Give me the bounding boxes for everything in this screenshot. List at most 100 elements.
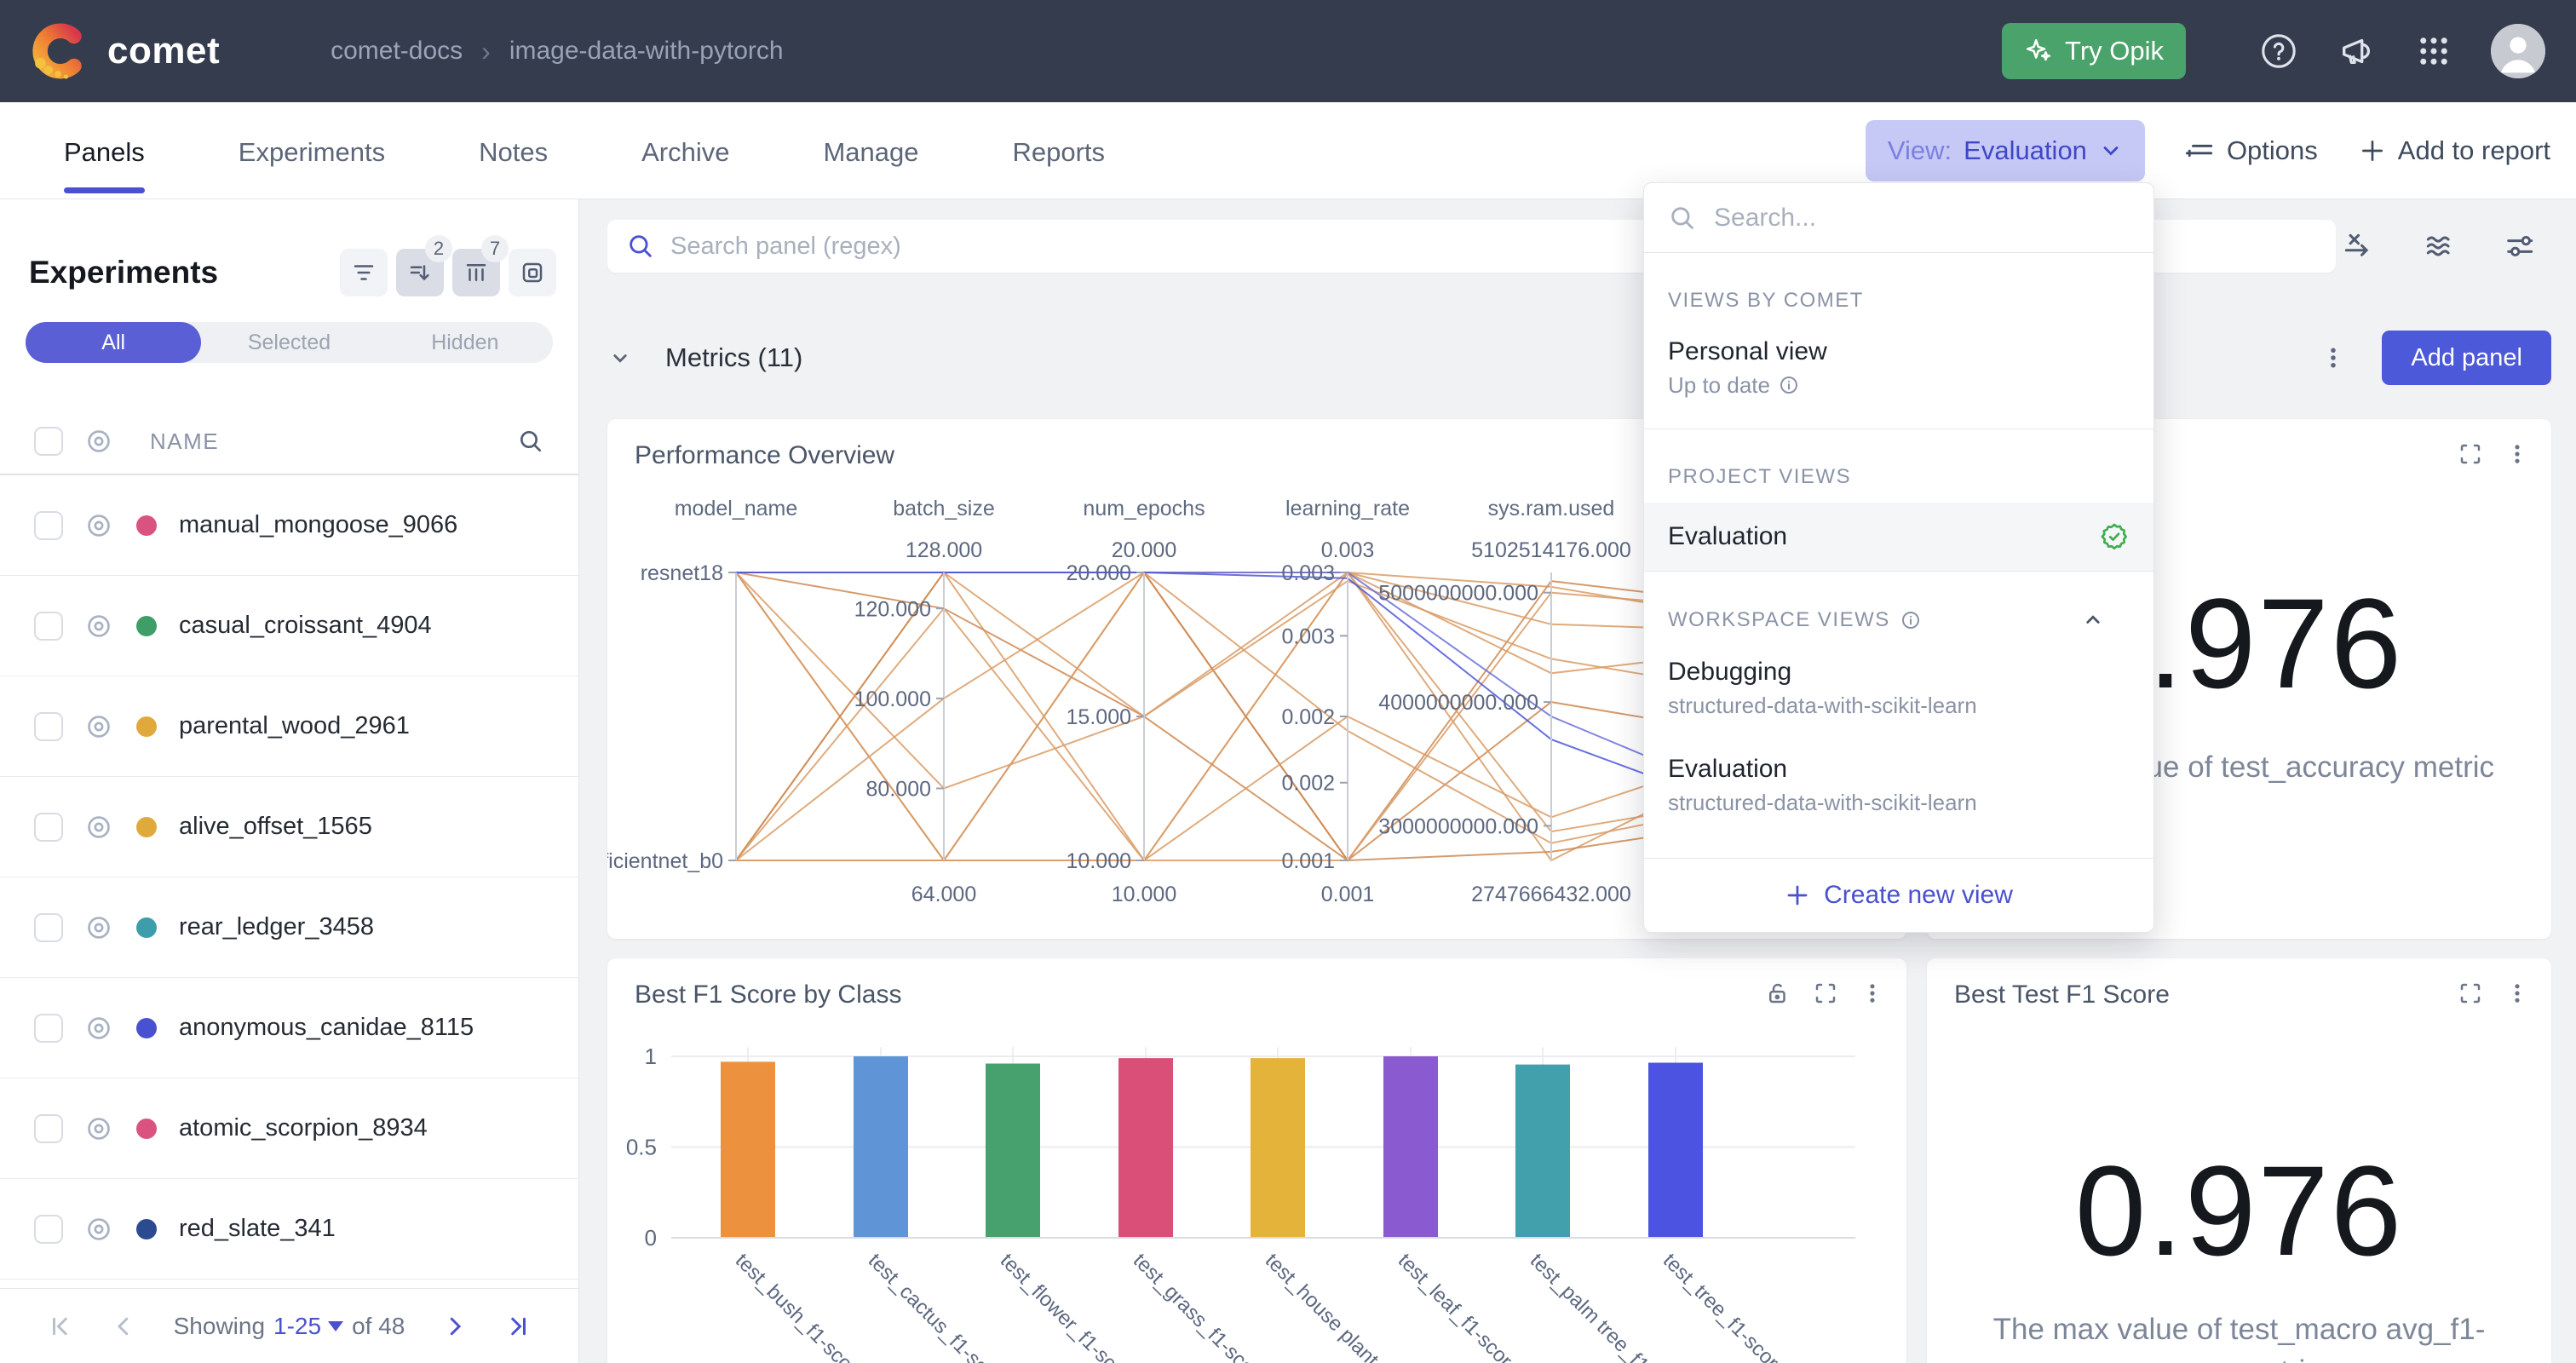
search-experiments-icon[interactable] xyxy=(517,428,544,455)
experiment-name[interactable]: parental_wood_2961 xyxy=(179,712,410,739)
experiment-row[interactable]: red_slate_341 xyxy=(0,1179,578,1280)
svg-text:0.003: 0.003 xyxy=(1281,624,1335,648)
experiment-row[interactable]: rear_ledger_3458 xyxy=(0,877,578,978)
visibility-icon[interactable] xyxy=(85,713,112,740)
info-icon xyxy=(1900,610,1921,630)
select-all-checkbox[interactable] xyxy=(34,427,63,456)
visibility-all-icon[interactable] xyxy=(85,428,112,455)
view-search-input[interactable] xyxy=(1714,203,2130,233)
name-column-header: NAME xyxy=(150,428,220,454)
experiment-row[interactable]: parental_wood_2961 xyxy=(0,676,578,777)
view-item-personal[interactable]: Personal view Up to date xyxy=(1644,336,2153,400)
experiment-checkbox[interactable] xyxy=(34,912,63,942)
segment-selected[interactable]: Selected xyxy=(247,331,331,354)
experiment-name[interactable]: casual_croissant_4904 xyxy=(179,612,432,639)
parallel-coordinates-chart[interactable]: model_name resnet18 efficientnet_b0 batch_s… xyxy=(607,419,1906,939)
panel-menu-icon[interactable] xyxy=(2505,442,2529,466)
experiment-name[interactable]: anonymous_canidae_8115 xyxy=(179,1014,474,1041)
group-button[interactable] xyxy=(509,249,556,296)
unlock-icon[interactable] xyxy=(1765,981,1791,1006)
svg-text:5102514176.000: 5102514176.000 xyxy=(1471,538,1631,562)
tab-reports[interactable]: Reports xyxy=(1012,136,1106,167)
collapse-workspace-icon[interactable] xyxy=(2080,607,2106,633)
experiment-name[interactable]: rear_ledger_3458 xyxy=(179,913,374,940)
comet-logo[interactable]: comet xyxy=(26,19,220,83)
experiment-row[interactable]: alive_offset_1565 xyxy=(0,777,578,877)
visibility-icon[interactable] xyxy=(85,1216,112,1243)
next-page-icon[interactable] xyxy=(442,1314,468,1339)
experiment-checkbox[interactable] xyxy=(34,1013,63,1043)
tab-archive[interactable]: Archive xyxy=(641,136,730,167)
apps-grid-icon[interactable] xyxy=(2416,33,2452,69)
view-item-evaluation-selected[interactable]: Evaluation xyxy=(1644,503,2153,571)
experiment-checkbox[interactable] xyxy=(34,510,63,540)
total-label: of 48 xyxy=(352,1312,405,1339)
experiment-name[interactable]: atomic_scorpion_8934 xyxy=(179,1114,428,1142)
view-item-title: Debugging xyxy=(1668,658,1792,686)
page-range-dropdown[interactable]: 1-25 xyxy=(273,1313,344,1340)
add-panel-button[interactable]: Add panel xyxy=(2382,331,2551,385)
view-selector-button[interactable]: View: Evaluation xyxy=(1865,119,2145,181)
expand-icon[interactable] xyxy=(2458,441,2483,467)
user-avatar[interactable] xyxy=(2491,24,2545,78)
tab-notes[interactable]: Notes xyxy=(479,136,549,167)
first-page-icon[interactable] xyxy=(48,1314,73,1339)
experiment-name[interactable]: manual_mongoose_9066 xyxy=(179,511,458,538)
experiment-row[interactable]: casual_croissant_4904 xyxy=(0,576,578,676)
view-selector-dropdown: VIEWS BY COMET Personal view Up to date … xyxy=(1643,182,2154,933)
options-button[interactable]: Options xyxy=(2185,135,2318,166)
visibility-icon[interactable] xyxy=(85,1015,112,1042)
tab-experiments[interactable]: Experiments xyxy=(238,136,386,167)
experiment-name[interactable]: alive_offset_1565 xyxy=(179,813,372,840)
tab-manage[interactable]: Manage xyxy=(823,136,919,167)
visibility-icon[interactable] xyxy=(85,814,112,841)
add-to-report-button[interactable]: Add to report xyxy=(2359,135,2550,166)
try-opik-button[interactable]: Try Opik xyxy=(2002,23,2186,79)
experiment-checkbox[interactable] xyxy=(34,711,63,741)
visibility-icon[interactable] xyxy=(85,914,112,941)
experiment-row[interactable]: anonymous_canidae_8115 xyxy=(0,978,578,1078)
experiment-row[interactable]: manual_mongoose_9066 xyxy=(0,475,578,576)
experiment-checkbox[interactable] xyxy=(34,1113,63,1143)
last-page-icon[interactable] xyxy=(505,1314,531,1339)
experiment-checkbox[interactable] xyxy=(34,1214,63,1244)
svg-text:10.000: 10.000 xyxy=(1112,883,1176,906)
breadcrumb-page[interactable]: image-data-with-pytorch xyxy=(509,37,784,65)
visibility-icon[interactable] xyxy=(85,1115,112,1142)
svg-text:15.000: 15.000 xyxy=(1067,705,1131,729)
sort-button[interactable]: 2 xyxy=(396,235,452,296)
create-new-view-button[interactable]: Create new view xyxy=(1644,859,2153,932)
help-icon[interactable] xyxy=(2259,32,2298,71)
transform-x-icon[interactable] xyxy=(2341,230,2373,262)
experiment-checkbox[interactable] xyxy=(34,812,63,842)
panel-menu-icon[interactable] xyxy=(1860,981,1884,1005)
experiment-name[interactable]: red_slate_341 xyxy=(179,1215,336,1242)
experiment-checkbox[interactable] xyxy=(34,611,63,641)
panel-menu-icon[interactable] xyxy=(2505,981,2529,1005)
svg-text:80.000: 80.000 xyxy=(866,778,931,802)
view-item-debugging[interactable]: Debugging structured-data-with-scikit-le… xyxy=(1644,657,2153,720)
panels-grid: Performance Overview model_name resnet18 e… xyxy=(607,419,2551,1363)
panel-settings-icon[interactable] xyxy=(2504,230,2537,262)
expand-icon[interactable] xyxy=(1813,981,1838,1006)
visibility-icon[interactable] xyxy=(85,512,112,539)
smoothing-icon[interactable] xyxy=(2423,230,2455,262)
experiment-row[interactable]: atomic_scorpion_8934 xyxy=(0,1078,578,1179)
f1-bar-chart[interactable]: 0 0.5 1 test_bush_f1-score test_cactus_f1-sc… xyxy=(607,958,1906,1363)
collapse-section-icon[interactable] xyxy=(607,345,633,371)
view-item-evaluation-ws[interactable]: Evaluation structured-data-with-scikit-l… xyxy=(1644,754,2153,817)
expand-icon[interactable] xyxy=(2458,981,2483,1006)
columns-button[interactable]: 7 xyxy=(452,235,509,296)
view-search[interactable] xyxy=(1644,183,2153,253)
breadcrumb-project[interactable]: comet-docs xyxy=(331,37,463,65)
section-menu-icon[interactable] xyxy=(2320,345,2346,371)
announcements-icon[interactable] xyxy=(2337,32,2377,71)
tab-panels[interactable]: Panels xyxy=(64,108,145,193)
prev-page-icon[interactable] xyxy=(111,1314,136,1339)
segment-all[interactable]: All xyxy=(26,322,202,363)
visibility-icon[interactable] xyxy=(85,612,112,640)
panel-toolbar xyxy=(2341,220,2537,273)
filter-button[interactable] xyxy=(340,249,388,296)
breadcrumb: comet-docs › image-data-with-pytorch xyxy=(331,36,784,67)
segment-hidden[interactable]: Hidden xyxy=(431,331,499,354)
